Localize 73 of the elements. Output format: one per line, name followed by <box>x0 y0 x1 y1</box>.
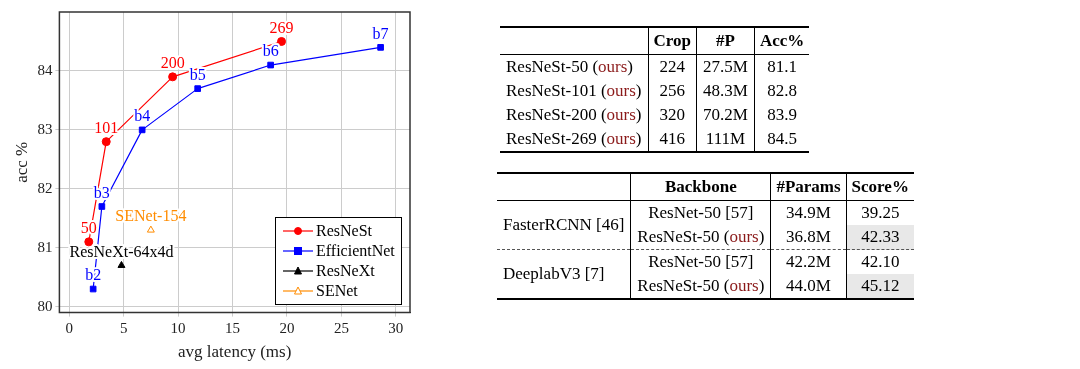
text: ResNet-50 [57] <box>630 200 771 225</box>
text: FasterRCNN [46] <box>502 214 626 236</box>
text: 39.25 <box>846 200 914 225</box>
text: 84.5 <box>754 127 810 152</box>
point <box>194 85 202 92</box>
annotation: b6 <box>262 42 279 60</box>
text: 224 <box>648 54 697 79</box>
annotation: b4 <box>134 107 151 125</box>
text: 256 <box>648 79 697 103</box>
text: 36.8M <box>770 225 847 250</box>
annotation: 101 <box>94 118 119 136</box>
text: 45.12 <box>846 274 914 299</box>
y-tick-label: 83 <box>37 120 53 137</box>
point <box>138 126 146 134</box>
text: ResNeSt-50 (ours) <box>630 274 771 299</box>
text: ResNeSt-101 (ours) <box>505 80 643 102</box>
text: 111M <box>696 127 755 152</box>
text: 42.10 <box>846 249 914 274</box>
text: 81.1 <box>754 54 810 79</box>
point <box>98 203 106 210</box>
legend-label: ResNeXt <box>316 260 375 281</box>
point <box>168 72 178 82</box>
y-axis-title: acc % <box>11 141 31 183</box>
text: Acc% <box>754 27 810 55</box>
point <box>377 44 384 51</box>
text: 320 <box>648 103 697 127</box>
text: ResNeSt-50 (ours) <box>630 225 771 250</box>
legend-label: EfficientNet <box>316 240 395 261</box>
x-tick-label: 10 <box>170 319 186 336</box>
text: 44.0M <box>770 274 847 299</box>
annotation: b5 <box>189 65 206 83</box>
text: 27.5M <box>696 54 755 79</box>
point <box>267 61 274 69</box>
x-tick-label: 20 <box>279 319 295 336</box>
x-tick-label: 0 <box>65 319 73 336</box>
point <box>277 36 287 46</box>
point <box>101 137 111 147</box>
text: 416 <box>648 127 697 152</box>
text: 82.8 <box>754 79 810 103</box>
y-tick-label: 82 <box>37 179 53 196</box>
annotation: SENet-154 <box>115 207 187 225</box>
text: 83.9 <box>754 103 810 127</box>
x-tick-label: 25 <box>333 319 349 336</box>
text: Backbone <box>630 173 771 201</box>
y-tick-label: 80 <box>37 297 53 314</box>
y-tick-label: 81 <box>37 238 53 255</box>
text: 42.2M <box>770 249 847 274</box>
text: Score% <box>846 173 914 201</box>
x-tick-label: 30 <box>388 319 404 336</box>
y-tick-label: 84 <box>37 61 53 78</box>
annotation: 269 <box>269 18 294 36</box>
text: 70.2M <box>696 103 755 127</box>
legend-label: ResNeSt <box>316 220 372 241</box>
point <box>117 260 126 268</box>
text: 42.33 <box>846 225 914 250</box>
text: ResNeSt-269 (ours) <box>505 128 643 150</box>
annotation: b7 <box>372 24 389 42</box>
x-axis-title: avg latency (ms) <box>178 342 292 362</box>
text: ResNet-50 [57] <box>630 249 771 274</box>
text: Crop <box>648 27 697 55</box>
text: ResNeSt-200 (ours) <box>505 104 643 126</box>
x-tick-label: 5 <box>119 319 128 336</box>
x-tick-label: 15 <box>225 319 241 336</box>
point <box>146 225 155 233</box>
text: 34.9M <box>770 200 847 225</box>
annotation: 200 <box>160 54 185 72</box>
text: DeeplabV3 [7] <box>497 249 631 299</box>
point <box>89 285 97 293</box>
text: #Params <box>770 173 847 201</box>
text: 48.3M <box>696 79 755 103</box>
text: ResNeSt-50 (ours) <box>505 56 635 78</box>
text: #P <box>696 27 755 55</box>
legend-label: SENet <box>316 280 358 301</box>
